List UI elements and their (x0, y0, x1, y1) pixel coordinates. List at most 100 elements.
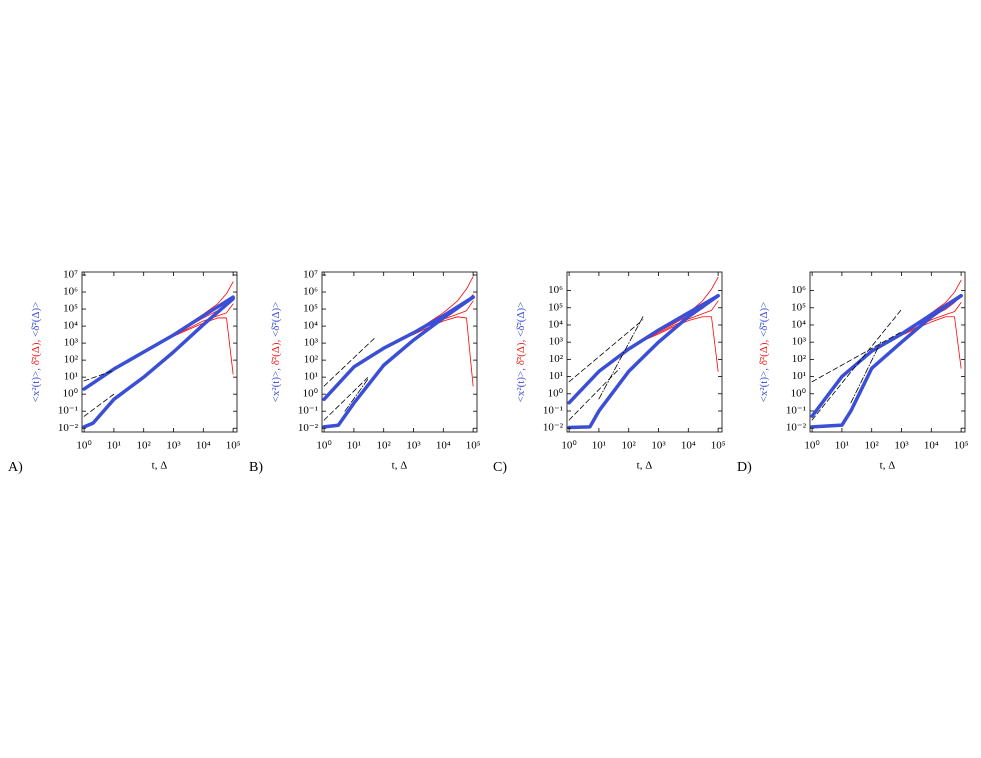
y-tick-label: 10⁴ (548, 319, 563, 331)
series-line (323, 337, 376, 387)
x-tick-label: 10⁴ (924, 440, 939, 452)
y-tick-label: 10¹ (792, 370, 806, 382)
y-tick-label: 10¹ (549, 370, 563, 382)
y-tick-label: 10⁰ (791, 387, 807, 399)
x-tick-label: 10⁵ (466, 440, 481, 452)
y-tick-label: 10⁻¹ (786, 405, 806, 417)
x-tick-label: 10³ (651, 440, 666, 452)
x-tick-label: 10³ (406, 440, 421, 452)
y-tick-label: 10⁻² (298, 422, 319, 434)
x-tick-label: 10² (622, 440, 637, 452)
panel-label: D) (737, 460, 752, 475)
x-tick-label: 10⁵ (954, 440, 969, 452)
plot-area (810, 279, 963, 429)
y-tick-label: 10⁵ (791, 301, 806, 313)
y-tick-label: 10⁻¹ (543, 405, 563, 417)
y-tick-label: 10⁵ (548, 301, 563, 313)
series-line (82, 295, 235, 391)
x-tick-label: 10⁰ (316, 440, 332, 452)
y-tick-label: 10⁰ (303, 388, 319, 400)
y-axis-label-part: <x²(t)>, (515, 365, 527, 402)
x-tick-label: 10⁵ (711, 440, 726, 452)
series-line (567, 293, 720, 430)
series-line (383, 276, 474, 349)
y-tick-label: 10² (304, 354, 319, 366)
panel: 10⁰ 10¹ 10² 10³ 10⁴ 10⁵ 10⁻² 10⁻¹ 10⁰ 10¹ 10² 10³ 10… (8, 269, 241, 476)
y-tick-label: 10³ (304, 337, 319, 349)
series-line (850, 341, 882, 404)
y-tick-label: 10³ (64, 337, 79, 349)
series-line (811, 331, 902, 383)
y-axis-label-part: δ̄²(Δ), (270, 337, 282, 365)
series-line (344, 378, 369, 412)
panel: 10⁰ 10¹ 10² 10³ 10⁴ 10⁵ 10⁻² 10⁻¹ 10⁰ 10¹ 10² 10³ 10… (737, 271, 969, 475)
x-tick-label: 10³ (894, 440, 909, 452)
x-tick-label: 10⁴ (681, 440, 696, 452)
series-line (567, 293, 720, 405)
y-tick-label: 10³ (549, 336, 564, 348)
y-tick-label: 10² (64, 354, 79, 366)
y-tick-label: 10¹ (64, 371, 78, 383)
x-tick-label: 10¹ (107, 440, 121, 452)
axes-frame (809, 271, 966, 433)
y-tick-label: 10⁴ (63, 320, 78, 332)
y-axis-label-part: <x²(t)>, (758, 365, 770, 402)
x-tick-label: 10⁴ (196, 440, 211, 452)
axes-frame (566, 271, 723, 433)
y-tick-label: 10⁰ (63, 388, 79, 400)
y-axis-label-part: <δ̄²(Δ)> (515, 302, 527, 337)
y-tick-label: 10² (792, 353, 807, 365)
y-axis-label-part: <x²(t)>, (270, 365, 282, 402)
y-axis-label: <x²(t)>, δ̄²(Δ), <δ̄²(Δ)> (270, 302, 282, 403)
y-tick-label: 10⁻² (786, 422, 807, 434)
series-line (598, 316, 644, 400)
panel-label: C) (493, 460, 507, 475)
plot-area (82, 281, 235, 429)
series-line (568, 367, 621, 421)
y-axis-label: <x²(t)>, δ̄²(Δ), <δ̄²(Δ)> (30, 302, 42, 403)
y-axis-label-part: <x²(t)>, (30, 365, 42, 402)
y-tick-label: 10⁰ (548, 387, 564, 399)
y-tick-label: 10⁻¹ (58, 405, 78, 417)
plot-area (322, 276, 475, 429)
series-line (323, 376, 369, 421)
y-tick-label: 10² (549, 353, 564, 365)
y-axis-label: <x²(t)>, δ̄²(Δ), <δ̄²(Δ)> (515, 302, 527, 403)
y-tick-label: 10⁵ (303, 303, 318, 315)
series-line (143, 281, 234, 353)
x-tick-label: 10² (377, 440, 392, 452)
series-line (568, 319, 644, 383)
y-tick-label: 10⁶ (548, 284, 563, 296)
y-tick-label: 10¹ (304, 371, 318, 383)
x-tick-label: 10⁰ (804, 440, 820, 452)
y-tick-label: 10⁶ (63, 286, 78, 298)
axes-frame (81, 271, 238, 433)
series-line (82, 297, 235, 429)
plot-area (567, 276, 720, 430)
series-line (811, 309, 902, 421)
x-axis-label: t, Δ (637, 460, 653, 472)
x-tick-label: 10⁴ (436, 440, 451, 452)
x-tick-label: 10² (865, 440, 880, 452)
y-tick-label: 10⁵ (63, 303, 78, 315)
x-axis-label: t, Δ (152, 460, 168, 472)
panel: 10⁰ 10¹ 10² 10³ 10⁴ 10⁵ 10⁻² 10⁻¹ 10⁰ 10¹ 10² 10³ 10… (249, 269, 481, 476)
x-tick-label: 10¹ (592, 440, 606, 452)
y-tick-label: 10⁷ (303, 269, 318, 281)
y-axis-label: <x²(t)>, δ̄²(Δ), <δ̄²(Δ)> (758, 302, 770, 403)
axes-frame (321, 271, 478, 433)
y-tick-label: 10⁻² (543, 422, 564, 434)
x-tick-label: 10³ (166, 440, 181, 452)
y-axis-label-part: <δ̄²(Δ)> (758, 302, 770, 337)
y-tick-label: 10⁴ (791, 319, 806, 331)
y-tick-label: 10⁻¹ (298, 405, 318, 417)
x-tick-label: 10¹ (835, 440, 849, 452)
x-tick-label: 10² (137, 440, 152, 452)
y-axis-label-part: δ̄²(Δ), (515, 337, 527, 365)
y-tick-label: 10⁷ (63, 269, 78, 281)
y-axis-label-part: δ̄²(Δ), (30, 337, 42, 365)
y-tick-label: 10⁻² (58, 422, 79, 434)
x-axis-label: t, Δ (880, 460, 896, 472)
panel-label: A) (8, 460, 23, 475)
